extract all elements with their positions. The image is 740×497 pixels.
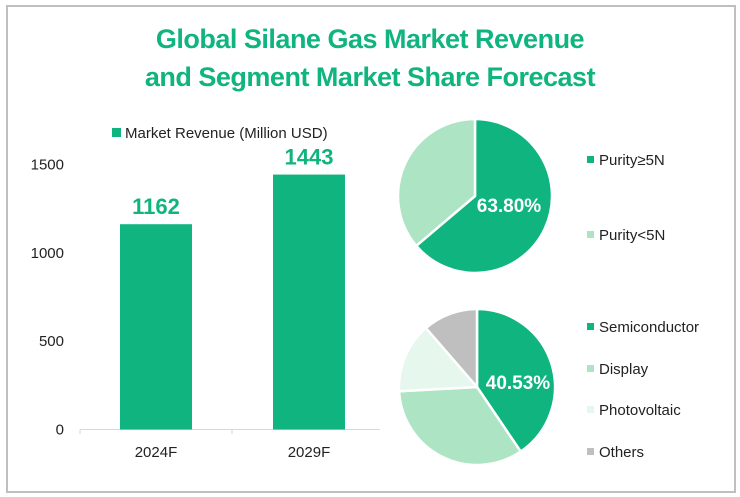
purity-pie-legend: Purity≥5N Purity<5N — [587, 152, 665, 244]
legend-label: Display — [599, 361, 649, 378]
y-tick-label: 500 — [39, 333, 64, 350]
legend-label: Semiconductor — [599, 319, 699, 336]
legend-swatch — [587, 406, 594, 413]
bar-legend-label: Market Revenue (Million USD) — [125, 125, 328, 142]
application-pie-legend: Semiconductor Display Photovoltaic Others — [587, 319, 699, 461]
pie-slice-purity-5n — [415, 117, 554, 275]
pie-slice-semiconductor — [475, 307, 557, 453]
bar-2024F — [120, 224, 192, 430]
legend-label: Purity≥5N — [599, 152, 665, 169]
y-tick-label: 0 — [56, 422, 64, 439]
legend-swatch — [587, 365, 594, 372]
bar-legend-swatch — [112, 128, 121, 137]
legend-swatch — [587, 156, 594, 163]
x-tick-label: 2029F — [288, 444, 331, 461]
legend-swatch — [587, 323, 594, 330]
application-pie-chart: 40.53% — [397, 307, 557, 467]
y-tick-label: 1500 — [31, 157, 64, 174]
pie-data-label: 63.80% — [477, 196, 542, 217]
y-tick-label: 1000 — [31, 245, 64, 262]
legend-label: Purity<5N — [599, 227, 665, 244]
pie-slice-display — [397, 385, 522, 467]
pie-slice-photovoltaic — [397, 326, 479, 393]
chart-frame — [6, 5, 736, 493]
legend-label: Others — [599, 444, 644, 461]
pie-data-label: 40.53% — [486, 373, 551, 394]
legend-swatch — [587, 448, 594, 455]
purity-pie-chart: 63.80% — [396, 117, 554, 275]
legend-swatch — [587, 231, 594, 238]
chart-title-line-1: Global Silane Gas Market Revenue — [155, 24, 585, 54]
pie-slice-others — [424, 307, 479, 389]
pie-slice-purity-5n — [396, 117, 477, 248]
bar-data-label: 1162 — [132, 194, 180, 219]
bar-data-label: 1443 — [285, 145, 334, 170]
bar-chart: Market Revenue (Million USD) 0 500 1000 150… — [31, 125, 380, 461]
x-tick-label: 2024F — [135, 444, 178, 461]
legend-label: Photovoltaic — [599, 402, 681, 419]
bar-2029F — [273, 174, 345, 430]
chart-title-line-2: and Segment Market Share Forecast — [144, 62, 596, 92]
